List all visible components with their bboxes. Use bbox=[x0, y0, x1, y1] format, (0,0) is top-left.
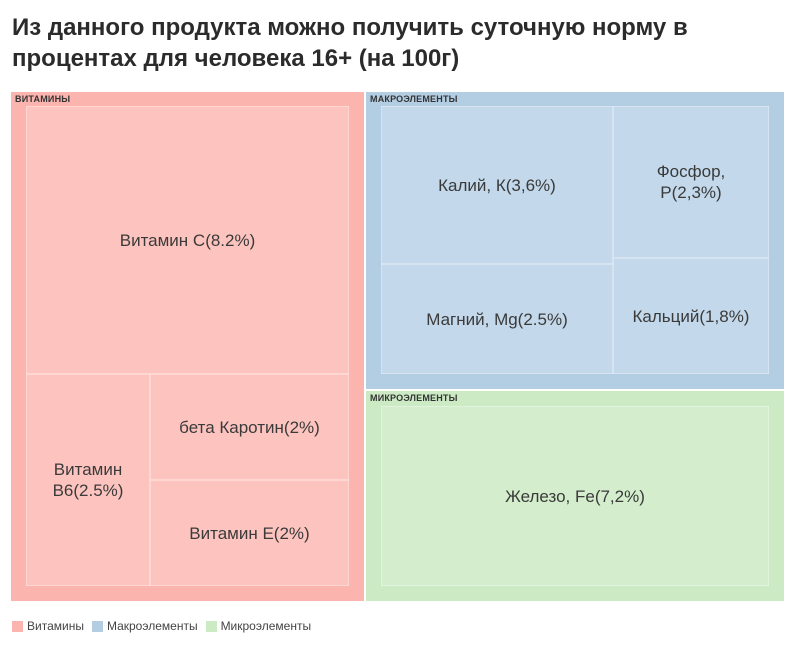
tile-label: бета Каротин(2%) bbox=[179, 417, 320, 437]
legend-label-micro: Микроэлементы bbox=[220, 619, 312, 633]
group-label-macro: МАКРОЭЛЕМЕНТЫ bbox=[370, 94, 458, 104]
tile-beta-carotene[interactable]: бета Каротин(2%) bbox=[150, 374, 349, 480]
tile-label: Витамин Е(2%) bbox=[189, 523, 310, 543]
tile-iron[interactable]: Железо, Fe(7,2%) bbox=[381, 406, 769, 586]
group-label-vitamins: ВИТАМИНЫ bbox=[15, 94, 71, 104]
tile-label: Калий, К(3,6%) bbox=[438, 175, 556, 195]
legend: Витамины Макроэлементы Микроэлементы bbox=[12, 619, 311, 633]
legend-label-vitamins: Витамины bbox=[27, 619, 84, 633]
legend-swatch-macro bbox=[91, 620, 103, 632]
tile-label: Магний, Mg(2.5%) bbox=[426, 309, 568, 329]
chart-title: Из данного продукта можно получить суточ… bbox=[12, 14, 688, 72]
legend-label-macro: Макроэлементы bbox=[106, 619, 198, 633]
tile-calcium[interactable]: Кальций(1,8%) bbox=[613, 258, 769, 374]
legend-swatch-micro bbox=[205, 620, 217, 632]
tile-label: Кальций(1,8%) bbox=[632, 306, 750, 326]
tile-vitamin-c[interactable]: Витамин С(8.2%) bbox=[26, 106, 349, 374]
tile-label: Витамин С(8.2%) bbox=[119, 230, 256, 250]
tile-vitamin-e[interactable]: Витамин Е(2%) bbox=[150, 480, 349, 586]
tile-label: Фосфор, Р(2,3%) bbox=[656, 162, 726, 202]
tile-potassium[interactable]: Калий, К(3,6%) bbox=[381, 106, 613, 264]
legend-item-micro[interactable]: Микроэлементы bbox=[205, 619, 312, 633]
legend-item-macro[interactable]: Макроэлементы bbox=[91, 619, 198, 633]
legend-item-vitamins[interactable]: Витамины bbox=[12, 619, 84, 633]
tile-magnesium[interactable]: Магний, Mg(2.5%) bbox=[381, 264, 613, 374]
legend-swatch-vitamins bbox=[12, 620, 23, 632]
tile-phosphorus[interactable]: Фосфор, Р(2,3%) bbox=[613, 106, 769, 258]
group-label-micro: МИКРОЭЛЕМЕНТЫ bbox=[370, 393, 458, 403]
tile-label: Железо, Fe(7,2%) bbox=[505, 486, 645, 506]
tile-label: Витамин В6(2.5%) bbox=[52, 460, 124, 500]
tile-vitamin-b6[interactable]: Витамин В6(2.5%) bbox=[26, 374, 150, 586]
